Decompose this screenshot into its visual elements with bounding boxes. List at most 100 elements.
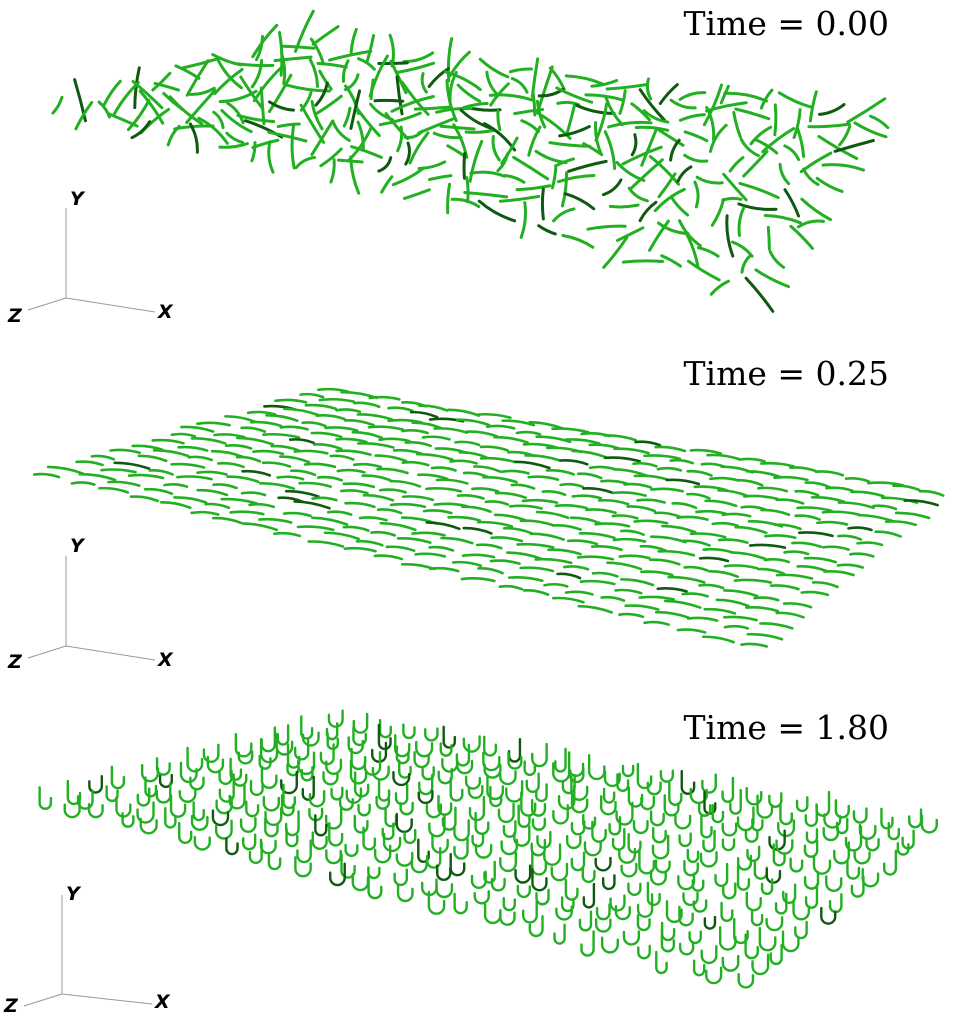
- fiber: [621, 764, 635, 778]
- fiber: [472, 107, 502, 112]
- fiber: [654, 859, 671, 874]
- fiber: [465, 176, 470, 204]
- fiber: [130, 120, 152, 140]
- fiber: [828, 893, 843, 913]
- fiber: [398, 759, 412, 779]
- fiber: [602, 787, 616, 804]
- fiber: [619, 529, 645, 536]
- fiber: [226, 101, 245, 125]
- fiber: [579, 579, 616, 586]
- fiber: [692, 959, 706, 977]
- fiber: [624, 604, 660, 611]
- fiber: [235, 455, 262, 463]
- fiber: [180, 425, 215, 433]
- fiber: [385, 545, 416, 552]
- fiber: [168, 95, 204, 126]
- fiber: [657, 549, 696, 557]
- fiber: [403, 129, 424, 140]
- fiber: [437, 767, 453, 785]
- fiber: [782, 883, 797, 904]
- fiber: [626, 505, 656, 513]
- fiber: [488, 93, 534, 102]
- fiber: [655, 950, 668, 975]
- fiber: [377, 723, 392, 751]
- fiber: [73, 78, 87, 123]
- fiber: [516, 542, 555, 549]
- fiber: [276, 724, 290, 746]
- fiber: [578, 910, 593, 932]
- fiber: [633, 474, 669, 481]
- fiber: [510, 76, 529, 94]
- fiber: [804, 481, 832, 489]
- fiber: [251, 138, 280, 150]
- fiber: [660, 921, 676, 942]
- fiber: [341, 59, 350, 83]
- fiber: [836, 563, 865, 569]
- fiber: [340, 853, 356, 879]
- fiber: [577, 604, 613, 614]
- fiber: [527, 475, 560, 481]
- fiber: [296, 525, 335, 532]
- fiber: [503, 173, 526, 184]
- fiber: [656, 587, 688, 593]
- fiber: [653, 511, 682, 519]
- fiber: [378, 437, 411, 443]
- fiber: [249, 420, 283, 428]
- fiber: [485, 424, 516, 430]
- fiber: [136, 787, 151, 807]
- fiber: [588, 465, 618, 471]
- fiber: [537, 224, 557, 236]
- fiber: [298, 481, 332, 488]
- fiber: [543, 582, 569, 588]
- fiber: [416, 452, 454, 461]
- fiber-field-1: [32, 387, 945, 648]
- fiber: [453, 892, 468, 915]
- fiber: [665, 900, 683, 924]
- fiber: [698, 556, 730, 563]
- fiber: [717, 489, 749, 498]
- fiber: [657, 172, 677, 199]
- fiber: [421, 435, 451, 441]
- fiber: [211, 809, 230, 827]
- fiber: [590, 78, 619, 88]
- fiber: [236, 436, 275, 446]
- fiber: [496, 152, 510, 173]
- fiber: [591, 571, 619, 578]
- fiber: [178, 821, 193, 845]
- axis-x-label: X: [154, 991, 171, 1013]
- fiber: [565, 834, 582, 850]
- fiber: [362, 826, 377, 851]
- fiber: [258, 754, 272, 770]
- fiber: [791, 541, 823, 549]
- fiber: [234, 733, 253, 758]
- fiber: [796, 127, 806, 159]
- fiber: [918, 489, 945, 497]
- fiber: [460, 505, 492, 513]
- fiber: [702, 829, 716, 853]
- fiber: [555, 86, 594, 104]
- fiber: [796, 506, 833, 513]
- fiber: [464, 775, 481, 790]
- fiber: [638, 848, 656, 875]
- fiber: [285, 827, 299, 848]
- fiber: [483, 903, 502, 925]
- fiber: [643, 620, 670, 626]
- fiber: [260, 765, 278, 789]
- fiber: [170, 432, 197, 438]
- fiber: [139, 817, 158, 835]
- fiber: [442, 725, 456, 749]
- fiber: [441, 758, 459, 773]
- fiber: [507, 738, 522, 763]
- fiber: [805, 828, 819, 844]
- fiber: [559, 482, 584, 489]
- fiber: [241, 522, 279, 532]
- fiber: [476, 520, 514, 528]
- fiber: [570, 851, 586, 872]
- fiber: [300, 715, 314, 740]
- fiber: [335, 449, 372, 456]
- fiber: [349, 89, 362, 130]
- fiber: [169, 794, 187, 818]
- fiber: [355, 539, 384, 547]
- fiber: [748, 543, 787, 549]
- fiber: [702, 83, 723, 127]
